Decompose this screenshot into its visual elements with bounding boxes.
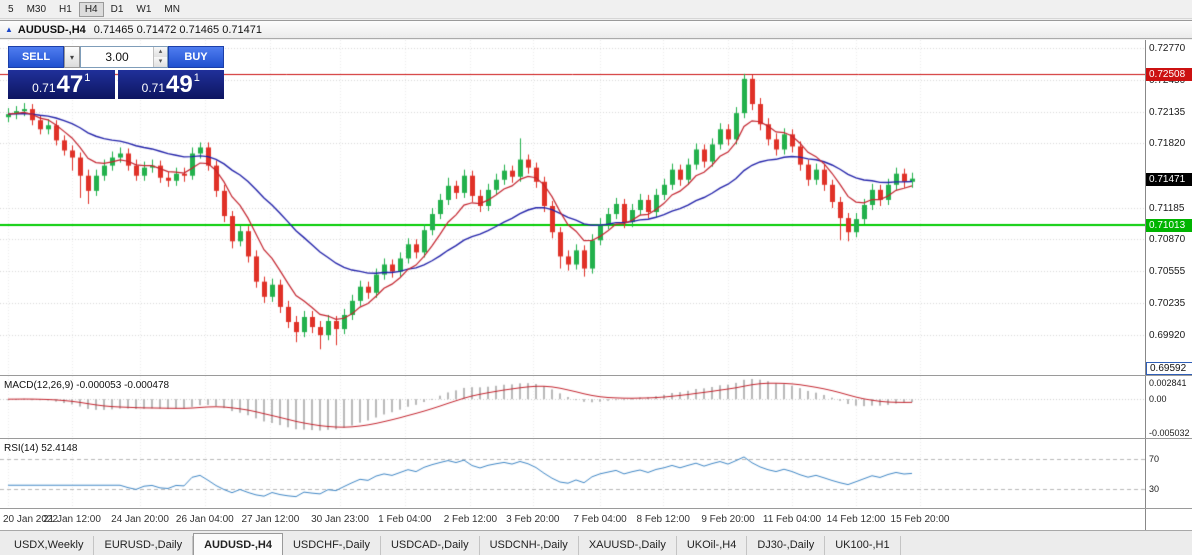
pane-divider-timeline[interactable] <box>0 508 1192 509</box>
chart-tab-4[interactable]: USDCAD-,Daily <box>381 536 480 555</box>
timeframe-button-h1[interactable]: H1 <box>59 3 72 15</box>
rsi-scale-tick: 70 <box>1149 453 1160 464</box>
ask-price-big: 49 <box>166 70 193 98</box>
order-dropdown-button[interactable]: ▾ <box>64 46 80 68</box>
time-axis-label: 7 Feb 04:00 <box>573 514 627 525</box>
time-axis-label: 9 Feb 20:00 <box>701 514 755 525</box>
rsi-name: RSI(14) <box>4 443 39 454</box>
chevron-down-icon: ▾ <box>69 52 74 62</box>
chart-tab-bar: USDX,Weekly EURUSD-,Daily AUDUSD-,H4 USDCHF… <box>0 530 1192 555</box>
bid-price-display[interactable]: 0.71 47 1 <box>8 70 115 99</box>
timeframe-toolbar: 5 M30 H1 H4 D1 W1 MN <box>0 0 1192 19</box>
price-tick: 0.70235 <box>1149 298 1186 310</box>
ask-price-display[interactable]: 0.71 49 1 <box>117 70 224 99</box>
ask-price-sup: 1 <box>193 72 200 84</box>
macd-scale-tick: 0.002841 <box>1149 378 1187 388</box>
time-axis-label: 21 Jan 12:00 <box>43 514 101 525</box>
macd-name: MACD(12,26,9) <box>4 380 74 391</box>
one-click-trade-widget: SELL ▾ 3.00 ▴ ▾ BUY 0.71 47 1 0.71 49 1 <box>8 46 224 99</box>
spinner-down-icon[interactable]: ▾ <box>154 57 167 67</box>
time-axis-label: 20 Jan 2022 <box>3 514 59 525</box>
chart-tab-6[interactable]: XAUUSD-,Daily <box>579 536 677 555</box>
bid-price-sup: 1 <box>84 72 91 84</box>
pane-divider-macd[interactable] <box>0 375 1192 376</box>
chart-symbol-title: AUDUSD-,H4 <box>17 23 86 36</box>
lower-price-tag: 0.69592 <box>1146 362 1192 376</box>
time-axis-label: 8 Feb 12:00 <box>636 514 690 525</box>
time-axis-label: 30 Jan 23:00 <box>311 514 369 525</box>
time-axis-label: 11 Feb 04:00 <box>762 514 822 525</box>
volume-input[interactable]: 3.00 ▴ ▾ <box>80 46 168 68</box>
collapse-triangle-icon[interactable]: ▲ <box>5 25 13 34</box>
chart-title-bar: ▲ AUDUSD-,H4 0.71465 0.71472 0.71465 0.7… <box>0 20 1192 39</box>
price-scale[interactable]: 0.727700.724500.721350.718200.711850.708… <box>1145 40 1192 530</box>
timeframe-button-m30[interactable]: M30 <box>26 3 47 15</box>
timeframe-button-5[interactable]: 5 <box>8 3 14 15</box>
price-tick: 0.69920 <box>1149 330 1186 342</box>
time-axis-label: 14 Feb 12:00 <box>826 514 886 525</box>
price-tick: 0.71185 <box>1149 202 1185 214</box>
buy-button[interactable]: BUY <box>168 46 224 68</box>
time-axis-label: 27 Jan 12:00 <box>241 514 300 525</box>
bid-price-big: 47 <box>56 70 84 98</box>
trade-controls-row: SELL ▾ 3.00 ▴ ▾ BUY <box>8 46 224 68</box>
ask-price-prefix: 0.71 <box>141 81 166 95</box>
price-tick: 0.72770 <box>1149 42 1186 54</box>
pane-divider-rsi[interactable] <box>0 438 1192 439</box>
chart-tab-9[interactable]: UK100-,H1 <box>825 536 901 555</box>
macd-scale-tick: -0.005032 <box>1149 428 1190 438</box>
price-tick: 0.71820 <box>1149 138 1186 150</box>
bid-price-prefix: 0.71 <box>32 81 56 95</box>
time-axis-label: 3 Feb 20:00 <box>506 514 560 525</box>
chart-ohlc-values: 0.71465 0.71472 0.71465 0.71471 <box>93 23 262 36</box>
chart-tab-8[interactable]: DJ30-,Daily <box>747 536 826 555</box>
chart-tab-1[interactable]: EURUSD-,Daily <box>94 536 194 555</box>
sell-button[interactable]: SELL <box>8 46 64 68</box>
trade-prices-row: 0.71 47 1 0.71 49 1 <box>8 70 224 99</box>
chart-tab-7[interactable]: UKOil-,H4 <box>677 536 748 555</box>
chart-tab-5[interactable]: USDCNH-,Daily <box>480 536 579 555</box>
chart-tab-2[interactable]: AUDUSD-,H4 <box>193 533 283 555</box>
volume-spinner[interactable]: ▴ ▾ <box>153 47 167 67</box>
timeframe-button-mn[interactable]: MN <box>164 3 180 15</box>
price-tick: 0.70870 <box>1149 234 1186 246</box>
macd-indicator-label: MACD(12,26,9) -0.000053 -0.000478 <box>4 380 169 391</box>
chart-tab-3[interactable]: USDCHF-,Daily <box>283 536 381 555</box>
timeframe-button-h4[interactable]: H4 <box>78 1 104 17</box>
chart-region: SELL ▾ 3.00 ▴ ▾ BUY 0.71 47 1 0.71 49 1 MACD(… <box>0 40 1192 530</box>
time-axis-label: 2 Feb 12:00 <box>443 514 498 525</box>
resistance-price-tag: 0.72508 <box>1146 68 1192 81</box>
support-price-tag: 0.71013 <box>1146 218 1192 232</box>
price-tick: 0.72135 <box>1149 106 1186 118</box>
macd-scale-tick: 0.00 <box>1149 394 1167 405</box>
spinner-up-icon[interactable]: ▴ <box>154 47 167 57</box>
price-chart-canvas[interactable] <box>0 40 1145 530</box>
macd-signal-value: -0.000478 <box>124 380 170 391</box>
current-price-tag: 0.71471 <box>1146 172 1192 186</box>
macd-main-value: -0.000053 <box>76 380 122 391</box>
chart-tab-0[interactable]: USDX,Weekly <box>4 536 95 555</box>
rsi-indicator-label: RSI(14) 52.4148 <box>4 443 77 454</box>
timeframe-button-w1[interactable]: W1 <box>136 3 152 15</box>
timeframe-button-d1[interactable]: D1 <box>110 3 124 15</box>
time-axis[interactable]: 20 Jan 2022 21 Jan 12:00 24 Jan 20:00 26 Ja… <box>0 509 1145 530</box>
time-axis-label: 24 Jan 20:00 <box>111 514 169 525</box>
rsi-value: 52.4148 <box>41 443 78 454</box>
price-tick: 0.70555 <box>1149 266 1186 278</box>
time-axis-label: 26 Jan 04:00 <box>175 514 234 525</box>
time-axis-label: 1 Feb 04:00 <box>378 514 432 525</box>
volume-value: 3.00 <box>105 50 129 64</box>
rsi-scale-tick: 30 <box>1149 484 1160 495</box>
time-axis-label: 15 Feb 20:00 <box>890 514 950 525</box>
